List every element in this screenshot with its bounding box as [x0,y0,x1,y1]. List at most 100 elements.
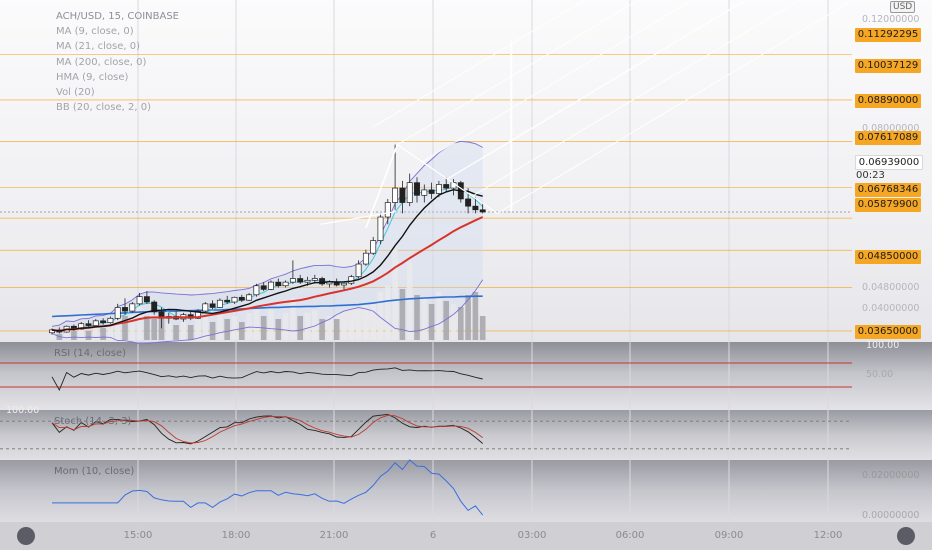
stoch-label[interactable]: Stoch (14, 3, 3) [54,416,132,427]
candle-body [107,317,114,323]
volume-bar [428,304,435,340]
candle-body [85,323,92,326]
volume-bar [268,310,274,340]
currency-badge[interactable]: USD [890,1,916,13]
stoch-pane[interactable] [0,410,932,460]
price-level-tag[interactable]: 0.03650000 [855,325,921,339]
volume-bar [180,322,187,340]
volume-bar [319,319,325,340]
volume-bar [78,325,84,340]
price-level-tag[interactable]: 0.07617089 [855,131,921,145]
price-pane[interactable] [0,0,932,342]
right-corner-button[interactable] [897,527,915,545]
volume-bar [406,262,413,340]
volume-bar [472,292,479,340]
momentum-pane[interactable] [0,460,932,522]
price-level-tag[interactable]: 0.11292295 [855,28,921,42]
time-axis[interactable] [0,522,932,550]
volume-bar [348,313,355,340]
price-level-tag[interactable]: 0.08890000 [855,94,921,108]
volume-bar [129,310,136,340]
volume-bar [370,304,376,340]
symbol-title[interactable]: ACH/USD, 15, COINBASE [56,11,179,22]
rsi-label[interactable]: RSI (14, close) [54,348,127,359]
candle-body [209,303,216,308]
price-level-tag[interactable]: 0.10037129 [855,59,921,73]
rsi-axis-top: 100.00 [866,340,900,351]
legend-item-bb[interactable]: BB (20, close, 2, 0) [56,102,151,114]
candle-body [304,279,311,283]
volume-bar [187,325,194,340]
candle-body [399,187,406,203]
time-label: 06:00 [615,530,645,541]
candle-body [311,278,318,281]
current-price-tag[interactable]: 0.06939000 [855,155,923,170]
candle-body [246,294,253,301]
legend-item-volume[interactable]: Vol (20) [56,87,95,99]
volume-bar [341,316,347,340]
candle-body [414,182,420,196]
candle-body [253,285,260,296]
volume-bar [71,331,77,340]
bollinger-upper [51,140,483,327]
time-label: 03:00 [517,530,547,541]
rsi-line [51,367,483,392]
candle-body [355,263,362,278]
rsi-pane[interactable] [0,342,932,410]
momentum-line [52,459,484,516]
faint-axis-label: 0.04800000 [862,282,920,293]
price-level-tag[interactable]: 0.04850000 [855,250,921,264]
volume-bar [326,316,333,340]
volume-bar [93,322,99,340]
candle-body [136,296,143,305]
time-label: 21:00 [319,530,349,541]
volume-bar [114,313,121,340]
momentum-label[interactable]: Mom (10, close) [54,466,135,477]
candle-body [92,320,99,326]
time-label: 09:00 [714,530,744,541]
momentum-axis-low: 0.00000000 [862,510,920,521]
candle-body [202,303,209,312]
volume-bar [144,316,150,340]
legend-item-ma200[interactable]: MA (200, close, 0) [56,56,147,68]
candle-body [224,299,231,303]
bollinger-band-fill [52,141,483,344]
volume-bar [202,316,209,340]
candle-body [195,310,201,319]
rsi-axis-mid: 50.00 [866,369,894,380]
volume-bar [239,322,245,340]
pitchfork-handle [365,144,399,229]
pitchfork-tine [372,0,586,128]
volume-bar [385,286,391,340]
volume-bar [414,295,420,340]
candle-body [216,299,223,308]
volume-bar [421,298,428,340]
legend-item-ma9[interactable]: MA (9, close, 0) [56,26,134,38]
volume-bar [355,310,362,340]
volume-bar [63,328,70,340]
faint-axis-label: 0.12000000 [862,14,920,25]
pitchfork-tine [397,0,640,146]
pitchfork-tine [472,0,801,197]
candle-body [435,184,442,194]
candle-body [341,282,347,286]
candle-body [348,276,355,284]
left-corner-button[interactable] [17,527,35,545]
candle-body [260,285,267,290]
volume-bar [246,313,252,340]
candle-body [362,252,369,265]
pitchfork-base [396,144,498,214]
bollinger-lower [51,279,484,345]
candle-body [443,184,450,189]
pitchfork-tine [422,0,694,163]
pitchfork-tine [446,0,748,180]
candle-body [143,296,150,303]
volume-bar [166,322,172,340]
price-level-tag[interactable]: 0.05879900 [855,198,921,212]
legend-item-hma[interactable]: HMA (9, close) [56,71,129,83]
legend-item-ma21[interactable]: MA (21, close, 0) [56,41,141,53]
price-level-tag[interactable]: 0.06768346 [855,183,921,197]
time-label: 6 [429,530,437,541]
candle-body [297,278,304,283]
